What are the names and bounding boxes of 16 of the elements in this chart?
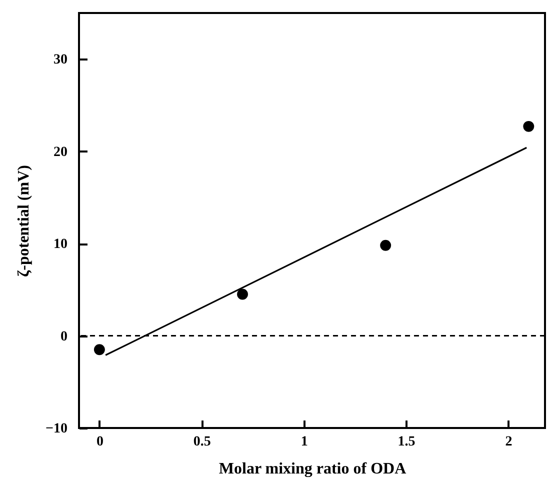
y-tick-label: 0 [60,329,68,344]
x-axis-title: Molar mixing ratio of ODA [218,460,407,478]
point [237,288,248,300]
x-tick-label: 2 [505,434,512,450]
y-tick-label: 30 [54,52,68,68]
x-tick-label: 1.5 [398,434,416,450]
x-tick-label: 1 [300,434,308,450]
x-tick-label: 0.5 [193,434,211,450]
y-tick-label: −10 [46,422,68,436]
y-tick-label: 10 [54,237,68,252]
point [380,240,392,251]
point [94,344,105,356]
point [523,120,534,132]
y-tick-label: 20 [54,144,68,160]
y-axis-title: ζ-potential (mV) [16,165,33,277]
x-tick-label: 0 [96,434,104,450]
